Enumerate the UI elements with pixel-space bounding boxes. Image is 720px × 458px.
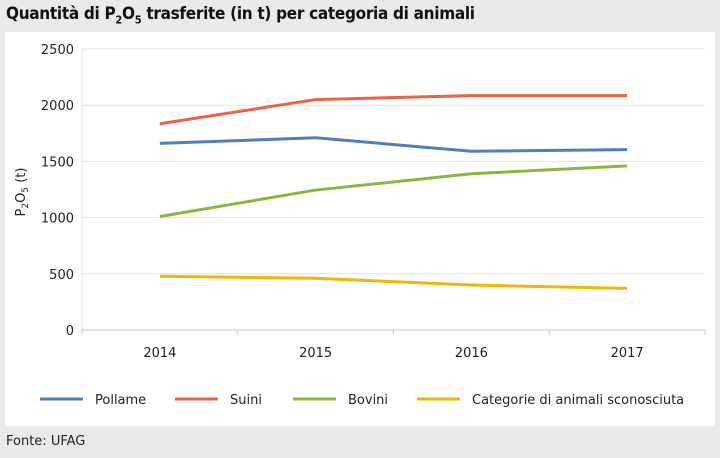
x-tick-label: 2017	[611, 346, 644, 361]
x-tick-label: 2015	[299, 346, 332, 361]
legend-label: Suini	[230, 393, 262, 408]
series-line-pollame	[159, 136, 628, 153]
title-part: Quantità di P	[6, 4, 116, 24]
source-note: Fonte: UFAG	[6, 434, 86, 449]
legend-label: Bovini	[348, 393, 388, 408]
title-part: O	[122, 4, 135, 24]
line-chart: 0 500 1000 1500 2000 2500 2014 2015 2016 2017 P2O5…	[14, 43, 706, 408]
y-axis-label: P2O5 (t)	[14, 168, 31, 217]
y-tick-label: 1500	[41, 155, 74, 170]
y-tick-label: 1000	[41, 212, 74, 227]
chart-title: Quantità di P2O5 trasferite (in t) per c…	[6, 4, 475, 26]
legend-label: Pollame	[95, 393, 146, 408]
y-tick-label: 0	[66, 324, 74, 339]
series-line-categorie	[159, 274, 628, 290]
title-part: trasferite (in t) per categoria di anima…	[141, 4, 475, 24]
y-tick-label: 2000	[41, 99, 74, 114]
y-tick-label: 2500	[41, 43, 74, 58]
legend-label: Categorie di animali sconosciuta	[472, 393, 684, 408]
x-tick-label: 2016	[455, 346, 488, 361]
title-sub: 2	[115, 13, 123, 27]
series-line-bovini	[159, 164, 628, 218]
chart-panel: 0 500 1000 1500 2000 2500 2014 2015 2016 2017 P2O5…	[5, 32, 715, 426]
series-line-suini	[159, 94, 628, 126]
y-tick-label: 500	[49, 268, 74, 283]
title-sub: 5	[134, 13, 142, 27]
x-tick-label: 2014	[143, 346, 176, 361]
